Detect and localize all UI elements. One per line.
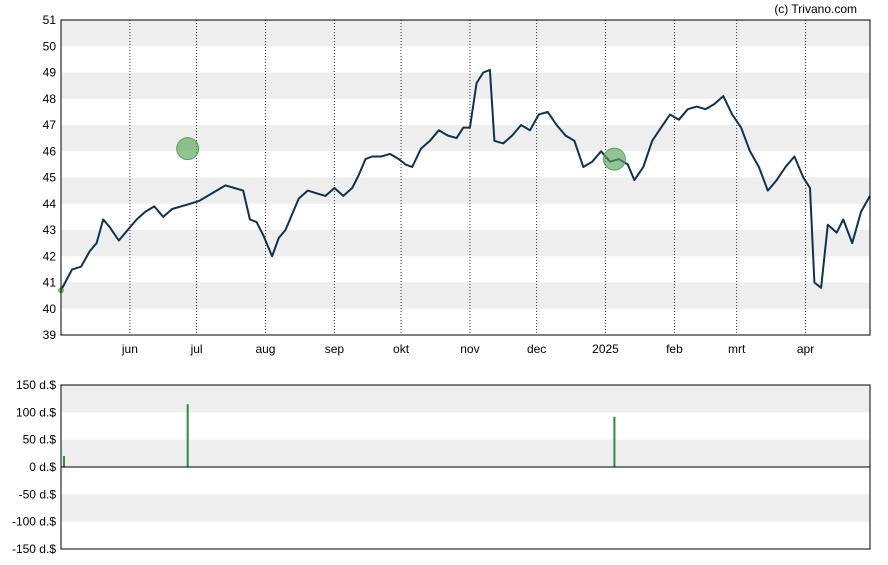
y-tick-label: 45 [43,171,57,185]
price-plot-bands [61,20,870,309]
dividend-plot-axes [60,384,871,550]
price-plot-axes [60,19,871,336]
x-tick-label: apr [797,342,814,356]
x-tick-label: feb [666,342,683,356]
x-tick-label: okt [393,342,410,356]
y-tick-label: 42 [43,249,57,263]
dividend-y-tick-labels: 150 d.$ 100 d.$ 50 d.$ 0 d.$ -50 d.$ -100 d.$… [12,378,56,556]
x-tick-label: mrt [728,342,746,356]
y-tick-label: 39 [43,328,57,342]
dividend-marker [176,137,200,161]
dividend-plot-bands [61,385,870,522]
y-tick-label: 41 [43,276,57,290]
x-tick-label: jul [190,342,203,356]
price-band [61,177,870,204]
y-tick-label: 40 [43,302,57,316]
x-tick-label: jun [121,342,138,356]
price-x-tick-labels: jun jul aug sep okt nov dec 2025 feb mrt apr [121,342,814,356]
dividend-y-tick-label: -150 d.$ [12,542,56,556]
price-line [60,68,871,291]
price-band [61,230,870,257]
y-tick-label: 51 [43,13,57,27]
y-tick-label: 46 [43,144,57,158]
dividend-y-tick-label: 100 d.$ [16,405,56,419]
dividend-marker [602,147,626,171]
dividend-y-tick-label: 50 d.$ [23,433,57,447]
price-y-tick-labels: 39 40 41 42 43 44 45 46 47 48 49 50 51 [43,13,57,342]
dividend-y-tick-label: -50 d.$ [19,487,57,501]
dividend-band [61,494,870,522]
price-plot-frame [60,19,871,336]
price-band [61,282,870,309]
dividend-markers [176,137,626,171]
y-tick-label: 49 [43,66,57,80]
x-tick-label: nov [460,342,479,356]
x-tick-label: sep [325,342,345,356]
dividend-bars [63,404,616,467]
dividend-y-tick-label: 150 d.$ [16,378,56,392]
y-tick-label: 48 [43,92,57,106]
y-tick-label: 47 [43,118,57,132]
y-tick-label: 50 [43,39,57,53]
x-tick-label: dec [527,342,546,356]
dividend-band [61,439,870,467]
x-tick-label: aug [255,342,275,356]
dividend-band [61,385,870,413]
dividend-y-tick-label: 0 d.$ [29,460,56,474]
credit-label: (c) Trivano.com [774,2,857,16]
y-tick-label: 44 [43,197,57,211]
price-band [61,72,870,99]
y-tick-label: 43 [43,223,57,237]
price-band [61,20,870,47]
x-tick-label: 2025 [592,342,619,356]
dividend-y-tick-label: -100 d.$ [12,515,56,529]
